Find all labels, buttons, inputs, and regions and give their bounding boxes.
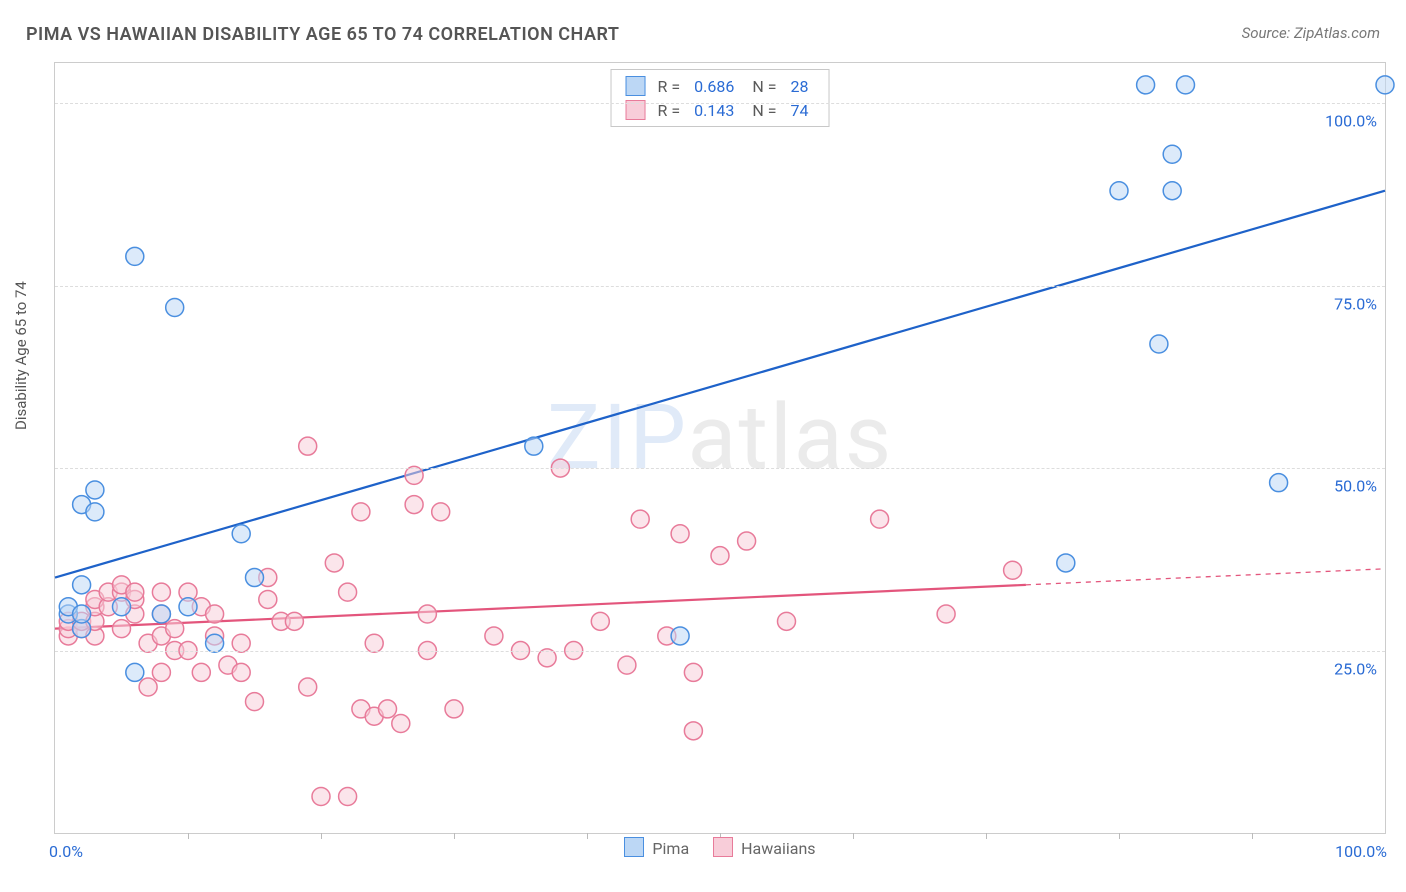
n-value: 28 [790, 77, 808, 96]
data-point [246, 693, 264, 711]
data-point [126, 247, 144, 265]
data-point [591, 612, 609, 630]
legend-series-item: Hawaiians [713, 837, 815, 858]
data-point [152, 605, 170, 623]
data-point [1004, 561, 1022, 579]
data-point [379, 700, 397, 718]
correlation-legend: R = 0.686 N = 28 R =0.143N =74 [611, 69, 830, 127]
y-axis-label: Disability Age 65 to 74 [12, 281, 30, 430]
data-point [1270, 474, 1288, 492]
data-point [671, 627, 689, 645]
data-point [299, 437, 317, 455]
r-label: R = [658, 77, 681, 96]
data-point [684, 663, 702, 681]
data-point [232, 525, 250, 543]
data-point [152, 583, 170, 601]
data-point [139, 678, 157, 696]
y-tick-label: 50.0% [1334, 477, 1377, 496]
data-point [1150, 335, 1168, 353]
y-tick-label: 75.0% [1334, 294, 1377, 313]
data-point [166, 620, 184, 638]
data-point [445, 700, 463, 718]
data-point [1376, 76, 1394, 94]
data-point [711, 547, 729, 565]
data-point [246, 569, 264, 587]
data-point [418, 605, 436, 623]
x-axis-max-label: 100.0% [1335, 842, 1387, 861]
data-point [738, 532, 756, 550]
scatter-plot-svg [55, 63, 1385, 833]
gridline [55, 103, 1385, 104]
data-point [73, 576, 91, 594]
trend-line-extrapolated [1026, 569, 1385, 585]
data-point [339, 788, 357, 806]
data-point [179, 598, 197, 616]
data-point [1110, 182, 1128, 200]
data-point [86, 481, 104, 499]
data-point [432, 503, 450, 521]
legend-series-label: Pima [652, 839, 689, 858]
chart-title: PIMA VS HAWAIIAN DISABILITY AGE 65 TO 74… [26, 24, 619, 45]
data-point [937, 605, 955, 623]
data-point [113, 598, 131, 616]
data-point [538, 649, 556, 667]
data-point [299, 678, 317, 696]
legend-swatch [626, 76, 646, 96]
data-point [485, 627, 503, 645]
data-point [285, 612, 303, 630]
data-point [312, 788, 330, 806]
x-axis-min-label: 0.0% [49, 842, 83, 861]
data-point [113, 620, 131, 638]
data-point [684, 722, 702, 740]
data-point [1177, 76, 1195, 94]
legend-swatch [624, 837, 644, 857]
data-point [152, 663, 170, 681]
data-point [405, 466, 423, 484]
correlation-legend-row: R = 0.686 N = 28 [612, 74, 829, 98]
data-point [618, 656, 636, 674]
r-value: 0.686 [694, 77, 734, 96]
data-point [405, 496, 423, 514]
y-tick-label: 100.0% [1325, 112, 1377, 131]
data-point [325, 554, 343, 572]
series-legend: 0.0% PimaHawaiians 100.0% [55, 833, 1385, 861]
data-point [1163, 145, 1181, 163]
data-point [232, 663, 250, 681]
data-point [1163, 182, 1181, 200]
data-point [339, 583, 357, 601]
data-point [126, 583, 144, 601]
gridline [55, 468, 1385, 469]
chart-header: PIMA VS HAWAIIAN DISABILITY AGE 65 TO 74… [26, 24, 1380, 54]
data-point [352, 503, 370, 521]
data-point [192, 663, 210, 681]
legend-series-label: Hawaiians [741, 839, 815, 858]
data-point [259, 590, 277, 608]
data-point [126, 663, 144, 681]
plot-area: ZIPatlas R =0.686N =28R =0.143N =74 25.0… [54, 62, 1386, 834]
data-point [73, 605, 91, 623]
data-point [86, 503, 104, 521]
data-point [392, 715, 410, 733]
data-point [365, 634, 383, 652]
data-point [232, 634, 250, 652]
data-point [1057, 554, 1075, 572]
data-point [871, 510, 889, 528]
trend-line [55, 191, 1385, 578]
data-point [671, 525, 689, 543]
correlation-legend-row: R =0.143N =74 [612, 98, 829, 122]
y-tick-label: 25.0% [1334, 659, 1377, 678]
data-point [525, 437, 543, 455]
legend-series-item: Pima [624, 837, 689, 858]
legend-swatch [713, 837, 733, 857]
data-point [1137, 76, 1155, 94]
data-point [206, 634, 224, 652]
gridline [55, 286, 1385, 287]
data-point [166, 299, 184, 317]
data-point [631, 510, 649, 528]
chart-source: Source: ZipAtlas.com [1242, 24, 1380, 42]
data-point [778, 612, 796, 630]
gridline [55, 651, 1385, 652]
data-point [206, 605, 224, 623]
n-label: N = [752, 77, 776, 96]
